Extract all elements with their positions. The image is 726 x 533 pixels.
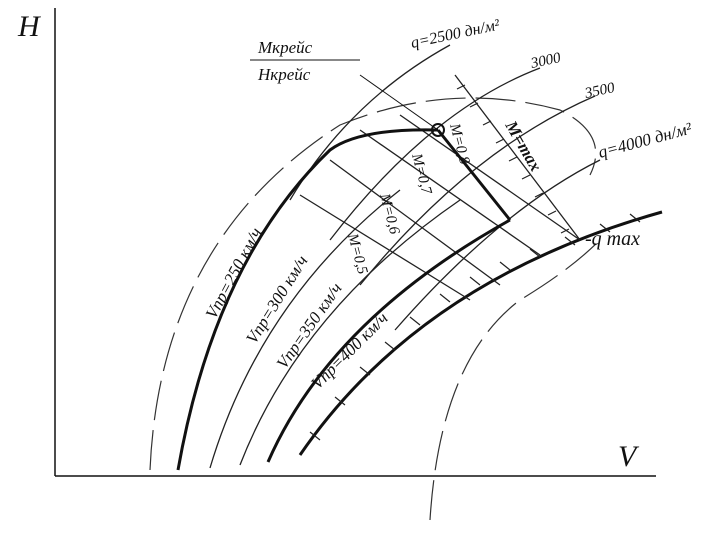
leader-line	[359, 74, 439, 131]
q-label: 3500	[583, 80, 617, 102]
cruise-point	[431, 123, 445, 137]
q-label: 3000	[529, 50, 563, 72]
q-label: q=2500 дн/м²	[409, 16, 502, 52]
boundary	[149, 97, 597, 471]
mach-label: M=0,5	[344, 231, 371, 277]
mach-line	[359, 129, 541, 256]
mach-line	[299, 194, 471, 301]
axes	[54, 8, 656, 477]
speed-line	[266, 218, 511, 463]
q-label: q=4000 дн/м²	[596, 118, 694, 161]
hatching	[456, 84, 570, 234]
speed-line	[239, 199, 461, 466]
speed-label: Vпр=250 км/ч	[202, 224, 266, 321]
hatching	[309, 213, 641, 441]
mach-label: M=0,7	[408, 151, 435, 198]
mach-line	[329, 159, 501, 286]
x-axis-label: V	[618, 440, 640, 473]
speed-line	[176, 128, 439, 471]
mach-max-line	[454, 74, 581, 241]
q-max-line	[298, 210, 663, 456]
speed-line	[209, 189, 401, 469]
cruise-mach: Мкрейс	[257, 38, 313, 57]
q-line	[359, 95, 596, 286]
y-axis-label: H	[17, 10, 42, 43]
mach-label: M=0,6	[376, 191, 403, 237]
cruise-height: Нкрейс	[257, 65, 311, 84]
cruise-path	[436, 129, 512, 221]
mach-line	[399, 114, 581, 241]
q-max-label: -q max	[585, 228, 640, 250]
boundary	[429, 239, 601, 521]
q-line	[329, 67, 541, 241]
